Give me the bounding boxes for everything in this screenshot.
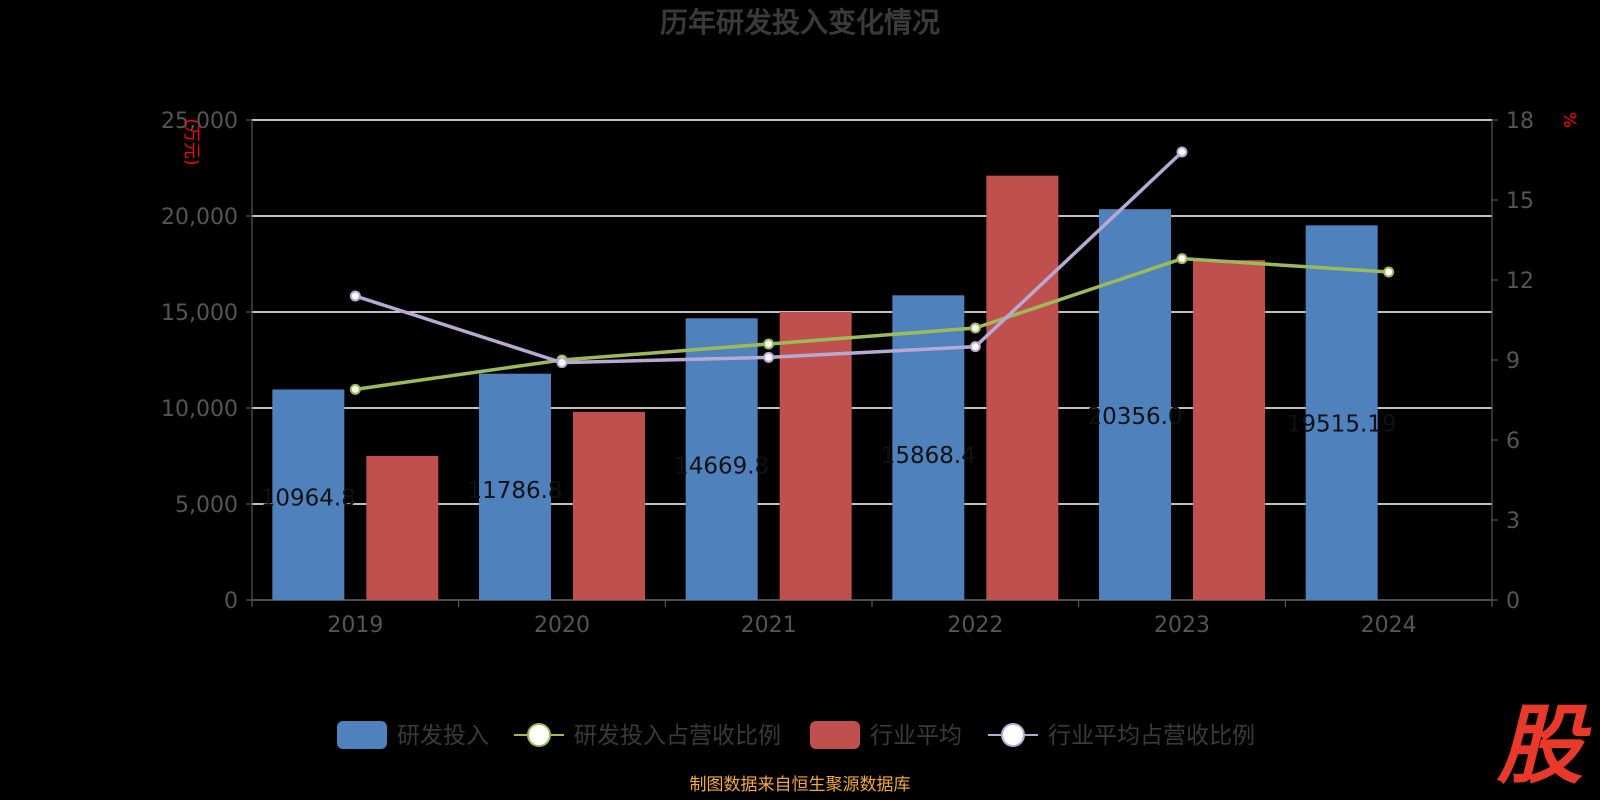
bars xyxy=(272,175,1378,600)
right-axis: 0 3 6 9 12 15 18% xyxy=(1491,109,1579,614)
legend-item[interactable]: 研发投入占营收比例 xyxy=(514,723,781,749)
line-point[interactable] xyxy=(1176,253,1188,265)
line-point[interactable] xyxy=(969,322,981,334)
y-right-tick-label: 12 xyxy=(1506,269,1534,294)
bar[interactable] xyxy=(1305,225,1378,600)
y-right-tick-label: 9 xyxy=(1506,349,1520,374)
bar-data-label: 14669.8 xyxy=(674,453,769,479)
bar-data-label: 10964.8 xyxy=(261,485,356,511)
x-tick-label: 2021 xyxy=(741,613,797,638)
y-left-tick-label: 25,000 xyxy=(161,109,238,134)
bar[interactable] xyxy=(272,389,345,600)
x-tick-label: 2020 xyxy=(534,613,590,638)
y-right-tick-label: 6 xyxy=(1506,429,1520,454)
x-tick-label: 2024 xyxy=(1361,613,1417,638)
line-point[interactable] xyxy=(349,383,361,395)
bar[interactable] xyxy=(366,456,439,600)
y-left-tick-label: 20,000 xyxy=(161,205,238,230)
legend-swatch-point xyxy=(1001,723,1025,747)
bar-data-label: 20356.0 xyxy=(1087,404,1182,430)
y-right-tick-label: 18 xyxy=(1506,109,1534,134)
line-point[interactable] xyxy=(763,338,775,350)
legend-item[interactable]: 行业平均占营收比例 xyxy=(988,723,1255,749)
legend-label: 研发投入 xyxy=(397,723,489,749)
legend[interactable]: 研发投入 研发投入占营收比例 行业平均 行业平均占营收比例 xyxy=(337,721,1255,749)
y-right-tick-label: 3 xyxy=(1506,509,1520,534)
line-point[interactable] xyxy=(969,341,981,353)
bar[interactable] xyxy=(479,373,551,600)
legend-label: 行业平均 xyxy=(870,723,962,749)
y-left-unit-label: (万元) xyxy=(181,118,201,165)
line-point[interactable] xyxy=(349,290,361,302)
y-left-tick-label: 5,000 xyxy=(175,493,238,518)
y-left-tick-label: 10,000 xyxy=(161,397,238,422)
line-point[interactable] xyxy=(763,351,775,363)
y-left-tick-label: 15,000 xyxy=(161,301,238,326)
series-line xyxy=(355,256,1389,392)
bar-data-label: 11786.8 xyxy=(467,478,562,504)
bar-data-label: 19515.19 xyxy=(1287,411,1397,437)
bar-data-labels: 10964.8 11786.8 14669.8 15868.4 20356.0 19515… xyxy=(261,404,1397,511)
legend-label: 研发投入占营收比例 xyxy=(574,723,781,749)
bar[interactable] xyxy=(573,411,645,600)
y-left-tick-label: 0 xyxy=(224,589,238,614)
legend-label: 行业平均占营收比例 xyxy=(1048,723,1255,749)
bar[interactable] xyxy=(1193,260,1265,600)
y-right-tick-label: 15 xyxy=(1506,189,1534,214)
line-point[interactable] xyxy=(1176,146,1188,158)
footer-source: 制图数据来自恒生聚源数据库 xyxy=(690,775,911,795)
y-right-unit-label: % xyxy=(1559,112,1579,128)
x-tick-label: 2022 xyxy=(947,613,1003,638)
line-point[interactable] xyxy=(556,357,568,369)
y-right-tick-label: 0 xyxy=(1506,589,1520,614)
bar-data-label: 15868.4 xyxy=(881,443,976,469)
line-point[interactable] xyxy=(1383,266,1395,278)
logo-mark: 股 xyxy=(1496,696,1592,796)
legend-item[interactable]: 行业平均 xyxy=(810,721,962,749)
bar[interactable] xyxy=(685,318,758,600)
bar[interactable] xyxy=(986,175,1059,600)
x-tick-label: 2019 xyxy=(327,613,383,638)
left-axis: 0 5,000 10,000 15,000 20,000 25,000(万元) xyxy=(161,109,253,614)
x-axis: 2019 2020 2021 2022 2023 2024 xyxy=(251,599,1493,638)
legend-item[interactable]: 研发投入 xyxy=(337,721,489,749)
legend-swatch xyxy=(337,721,387,749)
bar[interactable] xyxy=(779,312,852,600)
x-tick-label: 2023 xyxy=(1154,613,1210,638)
legend-swatch-point xyxy=(527,723,551,747)
legend-swatch xyxy=(810,721,860,749)
grid-lines xyxy=(252,119,1492,505)
lines xyxy=(349,146,1395,395)
chart-title: 历年研发投入变化情况 xyxy=(660,6,940,39)
